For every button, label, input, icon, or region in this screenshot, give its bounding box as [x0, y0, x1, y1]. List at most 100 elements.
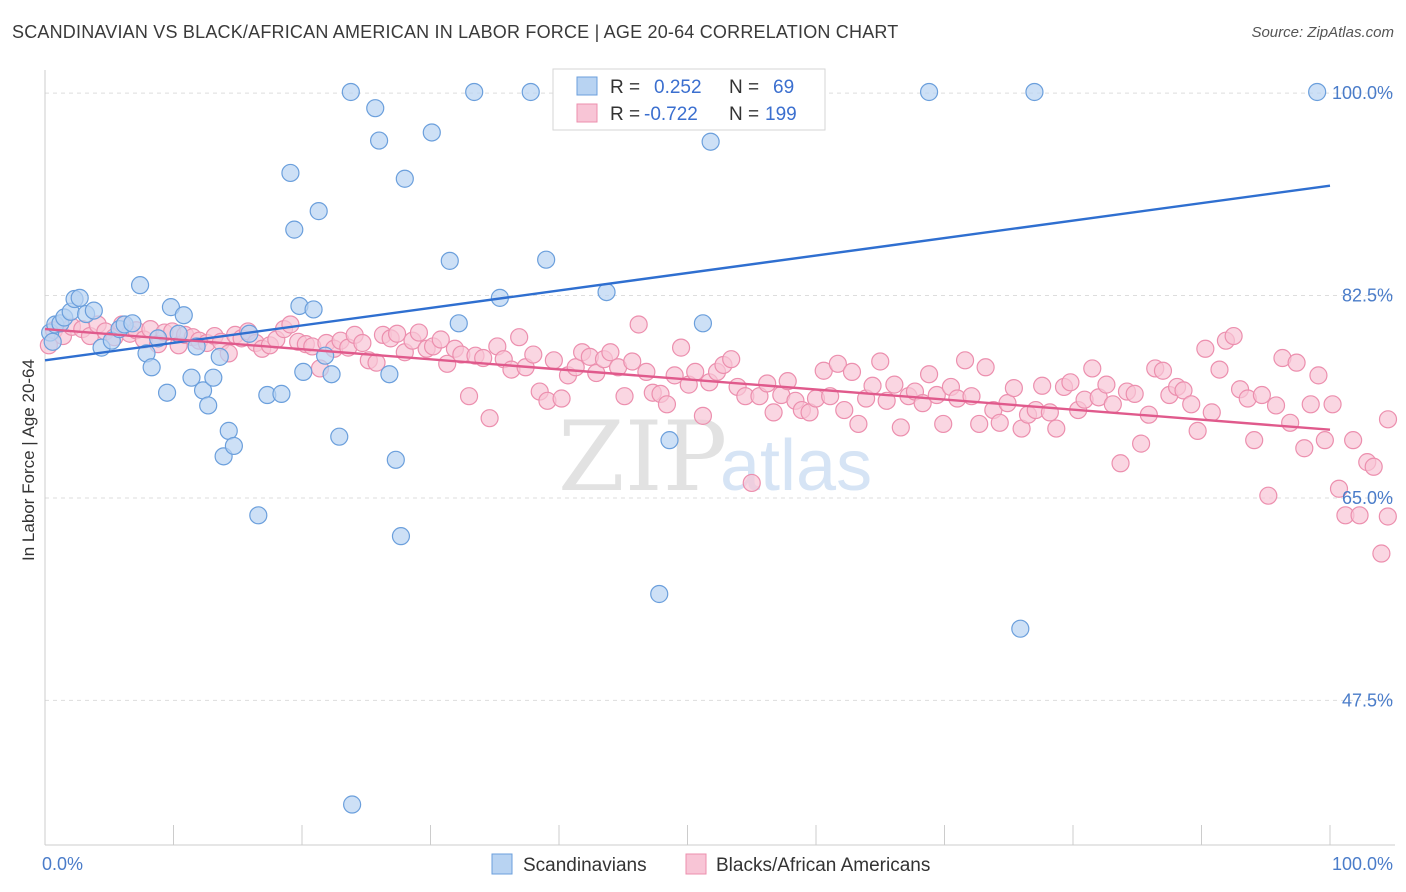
point-scandinavian — [272, 384, 291, 403]
point-black-african-american — [1202, 403, 1221, 422]
point-black-african-american — [1061, 373, 1080, 392]
point-scandinavian — [309, 202, 328, 221]
point-black-african-american — [1132, 434, 1151, 453]
point-black-african-american — [524, 345, 543, 364]
point-black-african-american — [552, 389, 571, 408]
legend-label-blacks: Blacks/African Americans — [716, 855, 930, 876]
point-black-african-american — [623, 352, 642, 371]
point-black-african-american — [1224, 326, 1243, 346]
point-black-african-american — [601, 343, 620, 362]
point-black-african-american — [1344, 431, 1363, 450]
point-scandinavian — [204, 368, 223, 387]
point-scandinavian — [219, 421, 238, 440]
point-scandinavian — [521, 82, 540, 102]
point-black-african-american — [871, 352, 890, 371]
stats-legend: R = 0.252 N = 69 R = -0.722 N = 199 — [552, 68, 826, 131]
point-black-african-american — [990, 413, 1009, 432]
point-black-african-american — [657, 395, 677, 414]
point-black-african-american — [742, 473, 761, 493]
point-scandinavian — [157, 383, 177, 402]
point-scandinavian — [341, 82, 360, 102]
legend-swatch-pink — [576, 103, 598, 123]
point-black-african-american — [1153, 361, 1173, 380]
point-black-african-american — [693, 406, 713, 425]
x-tick-labels: 0.0% 100.0% — [42, 854, 1393, 874]
point-black-african-american — [1210, 360, 1229, 379]
point-scandinavian — [182, 368, 201, 387]
point-scandinavian — [130, 276, 150, 295]
point-black-african-american — [934, 414, 953, 434]
point-black-african-american — [1182, 395, 1201, 414]
point-black-african-american — [1378, 507, 1397, 526]
legend-box — [552, 68, 826, 131]
point-scandinavian — [537, 250, 556, 269]
chart-title: SCANDINAVIAN VS BLACK/AFRICAN AMERICAN I… — [12, 22, 899, 42]
watermark-atlas: atlas — [720, 426, 872, 506]
point-black-african-american — [387, 324, 407, 343]
point-scandinavian — [449, 314, 468, 333]
point-black-african-american — [629, 315, 648, 334]
point-black-african-american — [1125, 384, 1144, 403]
point-black-african-american — [1323, 395, 1342, 414]
legend-r-label: R = — [610, 104, 640, 125]
point-black-african-american — [885, 375, 904, 394]
point-black-african-american — [480, 409, 499, 428]
trendline-blacks-african-americans — [44, 327, 1331, 431]
point-scandinavian — [1025, 82, 1044, 102]
point-black-african-american — [1004, 378, 1023, 398]
point-black-african-american — [459, 387, 479, 406]
point-black-african-american — [544, 351, 563, 370]
y-axis-label: In Labor Force | Age 20-64 — [19, 359, 38, 561]
point-black-african-american — [1245, 431, 1264, 450]
point-scandinavian — [440, 251, 459, 270]
point-black-african-american — [1266, 396, 1286, 415]
point-scandinavian — [161, 298, 181, 317]
point-black-african-american — [671, 338, 691, 357]
point-scandinavian — [366, 99, 385, 118]
point-black-african-american — [1364, 457, 1383, 476]
legend-label-scandinavians: Scandinavians — [523, 855, 647, 876]
point-black-african-american — [828, 354, 847, 373]
point-scandinavian — [70, 288, 89, 307]
point-black-african-american — [1047, 419, 1066, 438]
point-black-african-american — [1111, 454, 1130, 473]
y-tick-label: 100.0% — [1332, 83, 1393, 103]
point-black-african-american — [1301, 395, 1320, 414]
point-scandinavian — [304, 300, 323, 319]
point-scandinavian — [701, 132, 720, 151]
point-black-african-american — [976, 358, 995, 377]
point-scandinavian — [322, 365, 341, 384]
point-scandinavian — [210, 347, 229, 366]
point-scandinavian — [123, 314, 142, 333]
point-black-african-american — [1329, 479, 1349, 498]
y-tick-label: 65.0% — [1342, 488, 1393, 508]
point-scandinavian — [660, 431, 679, 450]
point-black-african-american — [970, 414, 989, 434]
watermark: ZIP atlas — [558, 401, 872, 513]
point-black-african-american — [1188, 421, 1207, 440]
source-credit: Source: ZipAtlas.com — [1251, 24, 1394, 41]
x-tick-label: 0.0% — [42, 854, 83, 874]
point-black-african-american — [431, 330, 450, 349]
point-scandinavian — [1308, 82, 1327, 102]
point-black-african-american — [778, 372, 797, 391]
point-black-african-american — [510, 328, 529, 347]
legend-r-value-blue: 0.252 — [654, 77, 702, 98]
legend-r-value-pink: -0.722 — [644, 104, 698, 125]
point-scandinavian — [395, 169, 414, 188]
legend-swatch-blacks — [685, 853, 707, 875]
point-scandinavian — [597, 282, 616, 302]
axes — [44, 70, 1395, 846]
point-scandinavian — [174, 306, 193, 325]
point-black-african-american — [842, 362, 862, 382]
point-black-african-american — [1281, 413, 1300, 432]
y-tick-labels: 47.5% 65.0% 82.5% 100.0% — [1332, 83, 1393, 710]
point-black-african-american — [1287, 353, 1306, 372]
point-scandinavian — [142, 358, 161, 377]
point-black-african-american — [1295, 439, 1314, 458]
point-black-african-american — [863, 376, 882, 395]
point-black-african-american — [764, 403, 783, 422]
point-black-african-american — [1309, 366, 1328, 385]
legend-swatch-scandinavians — [491, 853, 513, 875]
